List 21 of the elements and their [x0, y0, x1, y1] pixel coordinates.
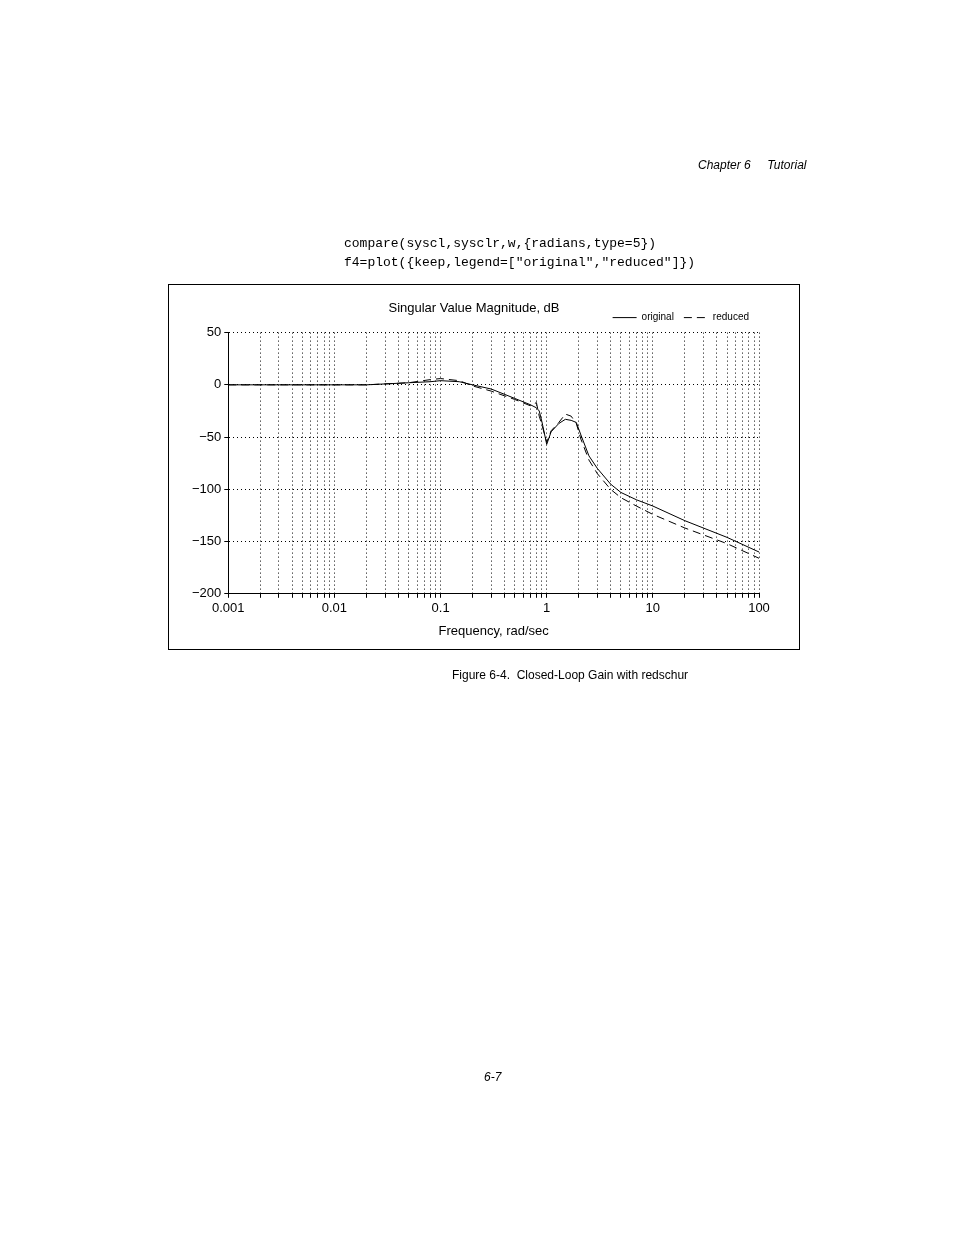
y-tick-label: 0 [214, 376, 222, 392]
x-tick-label: 0.001 [212, 600, 245, 616]
text: f4=plot({keep,legend=["original","reduced"]}) [344, 255, 696, 270]
y-tick-label: −100 [191, 480, 222, 496]
y-tick-label: −50 [199, 428, 222, 444]
x-tick-label: 100 [748, 600, 770, 616]
x-tick-label: 10 [645, 600, 661, 616]
x-axis-title: Frequency, rad/sec [438, 622, 550, 638]
legend-label: reduced [712, 311, 749, 323]
text: 6-7 [484, 1070, 502, 1084]
legend-label: original [641, 311, 674, 323]
chart-title: Singular Value Magnitude, dB [388, 300, 560, 316]
x-tick-label: 0.01 [321, 600, 348, 616]
text: compare(syscl,sysclr,w,{radians,type=5}) [344, 236, 657, 251]
x-tick-label: 1 [543, 600, 551, 616]
caption: Figure 6-4. Closed-Loop Gain with redschur [452, 668, 689, 682]
text: Chapter 6 Tutorial [698, 158, 807, 172]
x-tick-label: 0.1 [431, 600, 450, 616]
y-tick-label: −200 [191, 585, 222, 601]
y-tick-label: −150 [191, 533, 222, 549]
y-tick-label: 50 [206, 324, 222, 340]
